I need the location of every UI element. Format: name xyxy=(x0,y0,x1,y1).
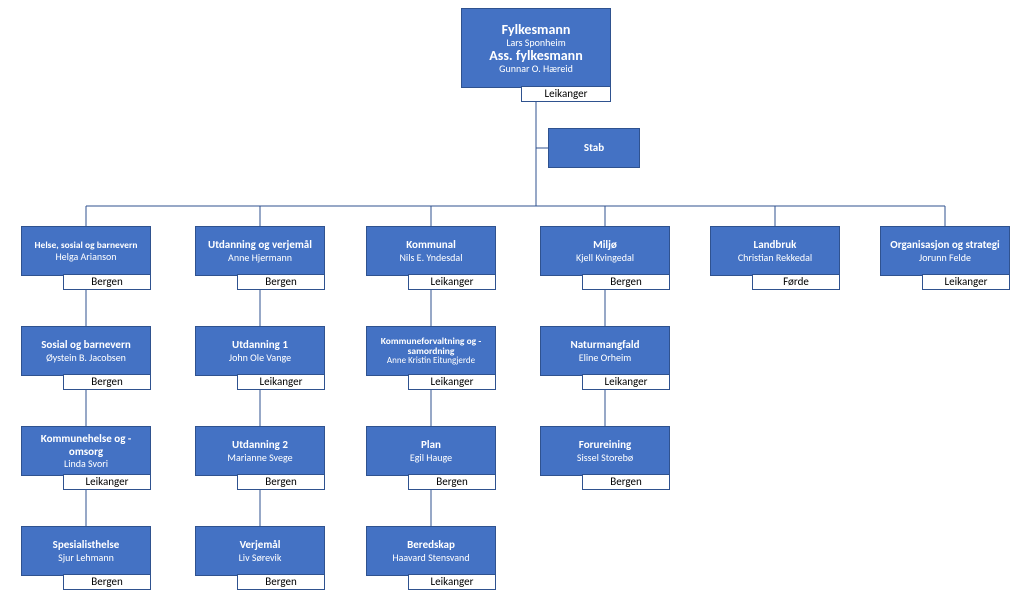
node-person: Helga Arianson xyxy=(55,251,116,262)
node-title: Utdanning 2 xyxy=(232,439,288,451)
org-node-dept-helse: Helse, sosial og barnevernHelga Arianson… xyxy=(21,226,151,276)
node-title: Kommunal xyxy=(406,239,456,251)
org-node-dept-organisasjon: Organisasjon og strategiJorunn FeldeLeik… xyxy=(880,226,1010,276)
root-title-1: Fylkesmann xyxy=(502,22,571,37)
node-location-tag: Leikanger xyxy=(922,274,1010,290)
root-title-2: Ass. fylkesmann xyxy=(489,48,582,63)
node-person: Sissel Storebø xyxy=(577,452,633,463)
org-node-dept-utdanning: Utdanning og verjemålAnne HjermannBergen xyxy=(195,226,325,276)
org-connectors xyxy=(0,0,1024,597)
node-person: Sjur Lehmann xyxy=(58,552,114,563)
node-person: Haavard Stensvand xyxy=(392,552,469,563)
node-location-tag: Leikanger xyxy=(408,374,496,390)
node-location-tag: Bergen xyxy=(408,474,496,490)
org-node-dept-miljo: MiljøKjell KvingedalBergen xyxy=(540,226,670,276)
node-title: Kommuneforvaltning og -samordning xyxy=(369,336,493,357)
org-root-node: Fylkesmann Lars Sponheim Ass. fylkesmann… xyxy=(461,8,611,88)
node-location-tag: Førde xyxy=(752,274,840,290)
org-node-sub-utdanning-1: Utdanning 2Marianne SvegeBergen xyxy=(195,426,325,476)
node-person: Øystein B. Jacobsen xyxy=(46,352,126,363)
org-node-sub-miljo-0: NaturmangfaldEline OrheimLeikanger xyxy=(540,326,670,376)
node-location-tag: Bergen xyxy=(237,474,325,490)
org-node-sub-helse-0: Sosial og barnevernØystein B. JacobsenBe… xyxy=(21,326,151,376)
node-title: Plan xyxy=(421,439,441,451)
node-location-tag: Leikanger xyxy=(408,274,496,290)
node-title: Verjemål xyxy=(240,539,281,551)
org-node-sub-helse-2: SpesialisthelseSjur LehmannBergen xyxy=(21,526,151,576)
node-title: Naturmangfald xyxy=(570,339,639,351)
node-title: Sosial og barnevern xyxy=(41,339,131,351)
node-person: Linda Svori xyxy=(64,458,108,469)
node-title: Beredskap xyxy=(407,539,455,551)
node-title: Utdanning og verjemål xyxy=(208,239,312,251)
node-person: John Ole Vange xyxy=(229,352,291,363)
org-node-dept-kommunal: KommunalNils E. YndesdalLeikanger xyxy=(366,226,496,276)
node-person: Anne Hjermann xyxy=(228,252,292,263)
node-person: Marianne Svege xyxy=(227,452,292,463)
node-location-tag: Bergen xyxy=(63,274,151,290)
org-node-sub-utdanning-2: VerjemålLiv SørevikBergen xyxy=(195,526,325,576)
org-node-sub-kommunal-0: Kommuneforvaltning og -samordningAnne Kr… xyxy=(366,326,496,376)
org-node-sub-kommunal-2: BeredskapHaavard StensvandLeikanger xyxy=(366,526,496,576)
node-person: Kjell Kvingedal xyxy=(576,252,634,263)
node-location-tag: Bergen xyxy=(237,274,325,290)
org-stab-node: Stab xyxy=(548,128,640,168)
node-title: Forureining xyxy=(579,439,631,451)
node-person: Eline Orheim xyxy=(579,352,632,363)
node-title: Organisasjon og strategi xyxy=(890,239,999,251)
node-location-tag: Bergen xyxy=(63,374,151,390)
node-location-tag: Leikanger xyxy=(408,574,496,590)
node-person: Christian Rekkedal xyxy=(738,252,812,263)
node-location-tag: Bergen xyxy=(63,574,151,590)
node-person: Anne Kristin Eitungjerde xyxy=(387,356,475,366)
node-title: Spesialisthelse xyxy=(53,539,120,551)
node-location-tag: Bergen xyxy=(582,474,670,490)
node-title: Landbruk xyxy=(754,239,797,251)
org-node-sub-helse-1: Kommunehelse og -omsorgLinda SvoriLeikan… xyxy=(21,426,151,476)
root-name-2: Gunnar O. Hæreid xyxy=(499,63,573,74)
node-person: Liv Sørevik xyxy=(239,552,282,563)
node-person: Egil Hauge xyxy=(410,452,452,463)
node-title: Miljø xyxy=(593,239,617,251)
node-title: Kommunehelse og -omsorg xyxy=(24,433,148,457)
node-location-tag: Bergen xyxy=(237,574,325,590)
node-title: Utdanning 1 xyxy=(232,339,288,351)
root-location-tag: Leikanger xyxy=(521,86,611,102)
org-node-dept-landbruk: LandbrukChristian RekkedalFørde xyxy=(710,226,840,276)
node-location-tag: Leikanger xyxy=(63,474,151,490)
org-node-sub-utdanning-0: Utdanning 1John Ole VangeLeikanger xyxy=(195,326,325,376)
stab-label: Stab xyxy=(584,142,604,154)
node-location-tag: Leikanger xyxy=(582,374,670,390)
node-person: Jorunn Felde xyxy=(919,252,971,263)
node-location-tag: Leikanger xyxy=(237,374,325,390)
org-node-sub-kommunal-1: PlanEgil HaugeBergen xyxy=(366,426,496,476)
node-location-tag: Bergen xyxy=(582,274,670,290)
org-node-sub-miljo-1: ForureiningSissel StorebøBergen xyxy=(540,426,670,476)
node-person: Nils E. Yndesdal xyxy=(399,252,462,263)
